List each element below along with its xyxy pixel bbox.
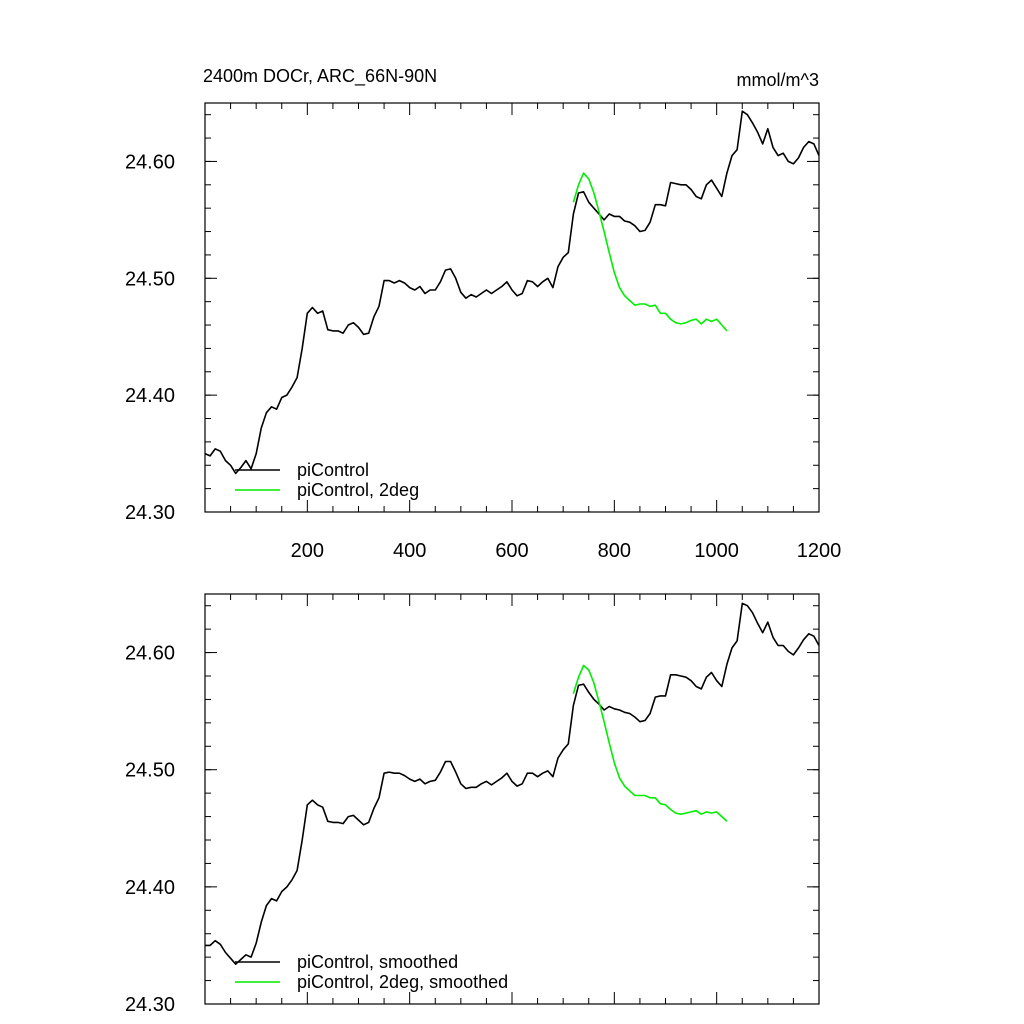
series-line-0 (204, 110, 820, 475)
series-group (205, 602, 820, 966)
y-tick-label: 24.50 (125, 268, 175, 290)
legend-label-series-1: piControl, 2deg (297, 480, 419, 500)
x-tick-label: 800 (598, 540, 631, 562)
series-line-1 (572, 172, 728, 332)
y-tick-label: 24.30 (125, 994, 175, 1016)
y-tick-label: 24.60 (125, 643, 175, 665)
x-tick-label: 600 (495, 540, 528, 562)
series-line-1 (572, 664, 728, 822)
legend: piControl, smoothed piControl, 2deg, smo… (235, 952, 508, 992)
units-label: mmol/m^3 (737, 70, 819, 90)
series-group (204, 110, 820, 475)
y-tick-label: 24.60 (125, 151, 175, 173)
legend-label-series-1: piControl, 2deg, smoothed (297, 972, 508, 992)
chart-title: 2400m DOCr, ARC_66N-90N (203, 66, 437, 87)
legend-label-series-0: piControl (297, 460, 369, 480)
y-axis-labels: 24.30 24.40 24.50 24.60 (125, 643, 175, 1016)
axis-ticks (205, 594, 820, 1005)
x-axis-labels: 200 400 600 800 1000 1200 (291, 540, 842, 562)
x-tick-label: 1200 (797, 540, 842, 562)
y-axis-labels: 24.30 24.40 24.50 24.60 (125, 151, 175, 524)
x-tick-label: 400 (393, 540, 426, 562)
plot-frame (204, 593, 820, 1005)
series-line-0 (205, 602, 820, 966)
y-tick-label: 24.40 (125, 877, 175, 899)
bottom-panel: 24.30 24.40 24.50 24.60 piControl, smoothed… (125, 593, 820, 1016)
axis-ticks (205, 103, 820, 513)
y-tick-label: 24.40 (125, 385, 175, 407)
y-tick-label: 24.30 (125, 502, 175, 524)
legend: piControl piControl, 2deg (235, 460, 419, 500)
x-tick-label: 200 (291, 540, 324, 562)
y-tick-label: 24.50 (125, 760, 175, 782)
top-panel: 2400m DOCr, ARC_66N-90N mmol/m^3 24.3024… (125, 66, 841, 562)
x-tick-label: 1000 (694, 540, 739, 562)
plot-frame (204, 102, 820, 513)
legend-label-series-0: piControl, smoothed (297, 952, 458, 972)
